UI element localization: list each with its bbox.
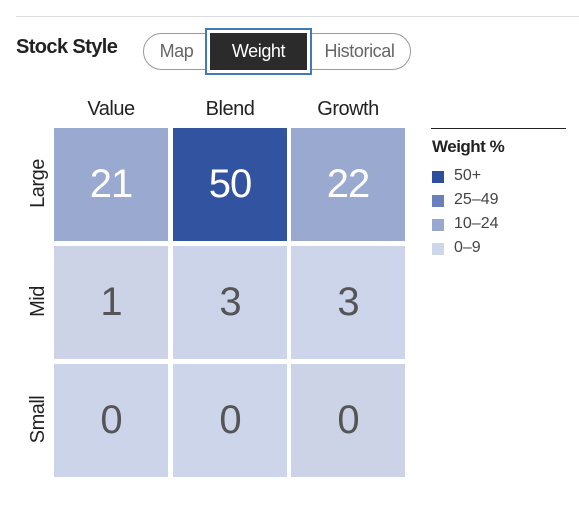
- style-cell: 3: [291, 246, 405, 359]
- legend-rule: [431, 128, 566, 129]
- column-header: Value: [87, 98, 135, 120]
- column-header: Growth: [317, 98, 379, 120]
- row-header: Small: [27, 395, 49, 444]
- legend-label: 50+: [454, 167, 482, 184]
- tab[interactable]: Historical: [324, 41, 395, 61]
- legend-label: 25–49: [454, 191, 499, 208]
- style-cell: 0: [173, 364, 287, 477]
- legend-label: 0–9: [454, 239, 481, 256]
- style-cell: 50: [173, 128, 287, 241]
- tab[interactable]: Map: [159, 41, 194, 61]
- row-header: Large: [27, 159, 49, 208]
- legend-swatch: [432, 243, 444, 255]
- divider: [16, 16, 579, 17]
- legend-label: 10–24: [454, 215, 499, 232]
- row-header: Mid: [27, 286, 49, 317]
- section-title: Stock Style: [16, 36, 118, 58]
- legend-swatch: [432, 219, 444, 231]
- legend-swatch: [432, 195, 444, 207]
- style-cell: 21: [54, 128, 168, 241]
- style-cell: 3: [173, 246, 287, 359]
- style-cell: 1: [54, 246, 168, 359]
- legend-swatch: [432, 171, 444, 183]
- legend-title: Weight %: [432, 137, 505, 156]
- style-cell: 0: [54, 364, 168, 477]
- column-header: Blend: [205, 98, 255, 120]
- tab[interactable]: Weight: [210, 33, 307, 70]
- style-cell: 22: [291, 128, 405, 241]
- style-cell: 0: [291, 364, 405, 477]
